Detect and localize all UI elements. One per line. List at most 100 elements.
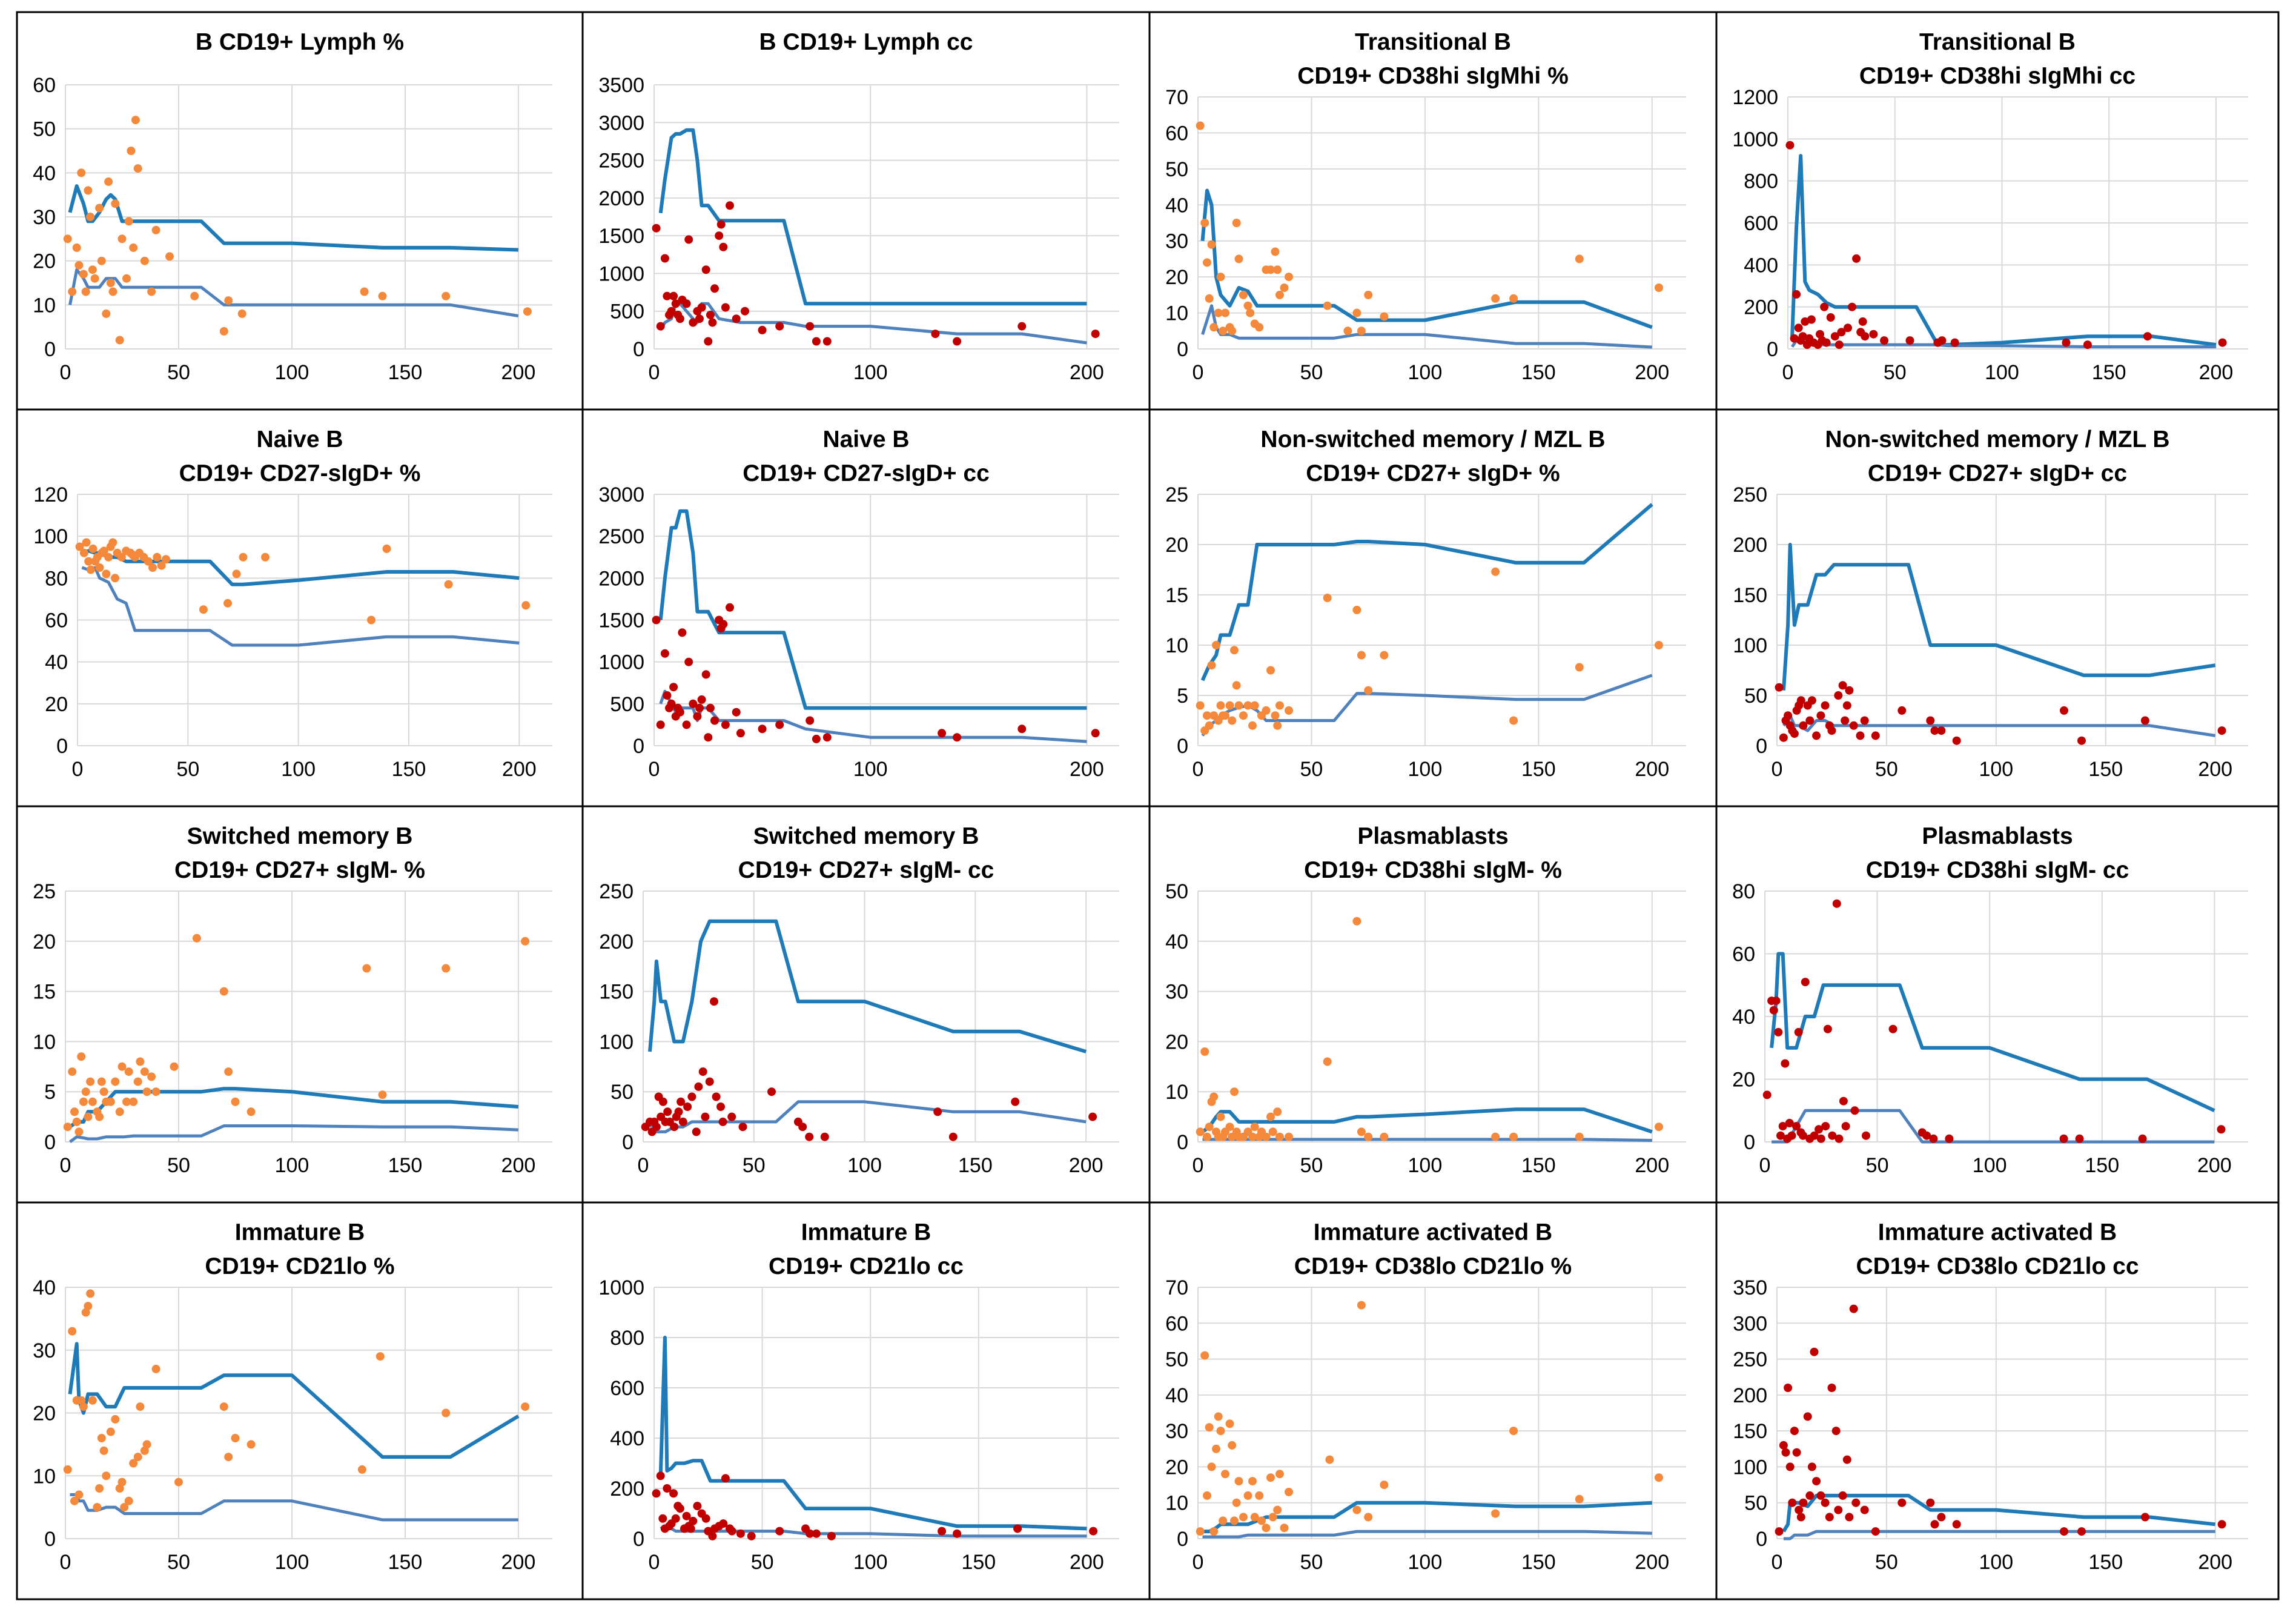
x-tick-label: 100 [853,1551,888,1574]
patient-data-point [93,1503,102,1512]
patient-data-point [1922,1131,1931,1140]
y-tick-label: 500 [610,693,644,716]
y-tick-label: 0 [1177,1131,1188,1154]
patient-data-point [1838,1491,1847,1500]
patient-data-point [231,1097,240,1106]
patient-data-point [74,1490,84,1499]
patient-data-point [738,1123,747,1132]
y-tick-label: 3000 [598,111,644,134]
patient-data-point [1352,308,1361,317]
patient-data-point [682,299,691,308]
chart-title: CD19+ CD38hi sIgM- % [1304,857,1562,883]
patient-data-point [1779,733,1788,742]
patient-data-point [1842,1455,1851,1464]
patient-data-point [1838,681,1847,690]
patient-data-point [652,1123,661,1132]
patient-data-point [1200,1351,1209,1360]
patient-data-point [1225,1123,1234,1132]
patient-data-point [117,552,126,562]
patient-data-point [442,291,451,300]
patient-data-point [663,691,672,700]
patient-data-point [2217,1125,2226,1134]
x-tick-label: 50 [751,1551,774,1574]
patient-data-point [153,552,162,562]
chart-panel-13: Immature B CD19+ CD21lo % 0 10 20 30 40 0 50 100 1… [33,1219,552,1574]
patient-data-point [99,546,108,555]
patient-data-point [812,1529,821,1538]
patient-data-point [1266,1473,1275,1482]
lower-reference-line [649,1100,1087,1133]
patient-data-point [1509,1132,1518,1141]
y-tick-label: 400 [610,1427,644,1450]
patient-data-point [1848,302,1856,311]
patient-data-point [111,199,120,208]
patient-data-point [165,252,174,261]
y-tick-label: 40 [33,1276,56,1299]
x-tick-label: 50 [1300,1551,1323,1574]
patient-data-point [692,1127,701,1136]
patient-data-point [1196,121,1205,130]
patient-data-point [953,733,962,742]
y-tick-label: 40 [33,162,56,185]
patient-data-point [658,1097,667,1106]
chart-title: CD19+ CD27+ sIgM- % [174,857,425,883]
patient-data-point [1248,721,1257,730]
x-tick-label: 200 [1635,361,1669,384]
x-tick-label: 200 [501,1551,536,1574]
chart-panel-8: Non-switched memory / MZL B CD19+ CD27+ s… [1733,426,2248,781]
patient-data-point [95,1484,104,1493]
patient-data-point [2062,338,2071,347]
y-tick-label: 5 [1177,685,1188,708]
patient-data-point [84,557,93,566]
patient-data-point [706,703,715,712]
lower-reference-line [70,1493,518,1522]
patient-data-point [1845,1513,1854,1522]
patient-data-point [1790,334,1799,343]
patient-data-point [72,243,81,252]
y-tick-label: 10 [33,1465,56,1488]
patient-data-point [726,201,734,210]
patient-data-point [689,1516,698,1525]
patient-data-point [727,1527,736,1536]
patient-data-point [727,1112,736,1121]
patient-data-point [1491,1132,1500,1141]
x-tick-label: 0 [60,1154,71,1177]
patient-data-point [741,307,749,316]
patient-data-point [129,1459,138,1468]
chart-panel-5: Naive B CD19+ CD27-sIgD+ % 0 20 40 60 80 100 120… [33,426,552,781]
patient-data-point [1273,265,1282,274]
patient-data-point [1216,1427,1225,1436]
y-tick-label: 100 [1733,1456,1767,1479]
patient-data-point [106,1097,115,1106]
patient-data-point [1219,327,1228,336]
patient-data-point [684,657,693,666]
patient-data-point [79,1402,88,1411]
patient-data-point [108,287,117,296]
x-tick-label: 100 [275,1154,309,1177]
patient-data-point [1930,1520,1939,1529]
patient-data-point [357,1465,366,1474]
x-tick-label: 200 [1635,758,1669,781]
patient-data-point [675,1504,684,1513]
lower-reference-line [1201,674,1653,737]
patient-data-point [144,557,153,566]
patient-data-point [2060,1527,2068,1536]
patient-data-point [694,1082,703,1091]
y-tick-label: 800 [610,1327,644,1350]
x-tick-label: 100 [1408,361,1443,384]
y-tick-label: 150 [599,981,634,1004]
patient-data-point [1858,317,1867,326]
patient-data-point [656,720,665,729]
patient-data-point [1196,1127,1205,1136]
patient-data-point [953,1529,962,1538]
patient-data-point [683,1103,692,1111]
patient-data-point [675,314,684,323]
patient-data-point [1203,258,1211,267]
patient-data-point [246,1107,256,1116]
patient-data-point [232,569,241,579]
patient-data-point [1929,1134,1938,1143]
y-tick-label: 1500 [598,225,644,248]
patient-data-point [108,538,117,547]
patient-data-point [775,322,784,331]
patient-data-point [1285,1132,1293,1141]
